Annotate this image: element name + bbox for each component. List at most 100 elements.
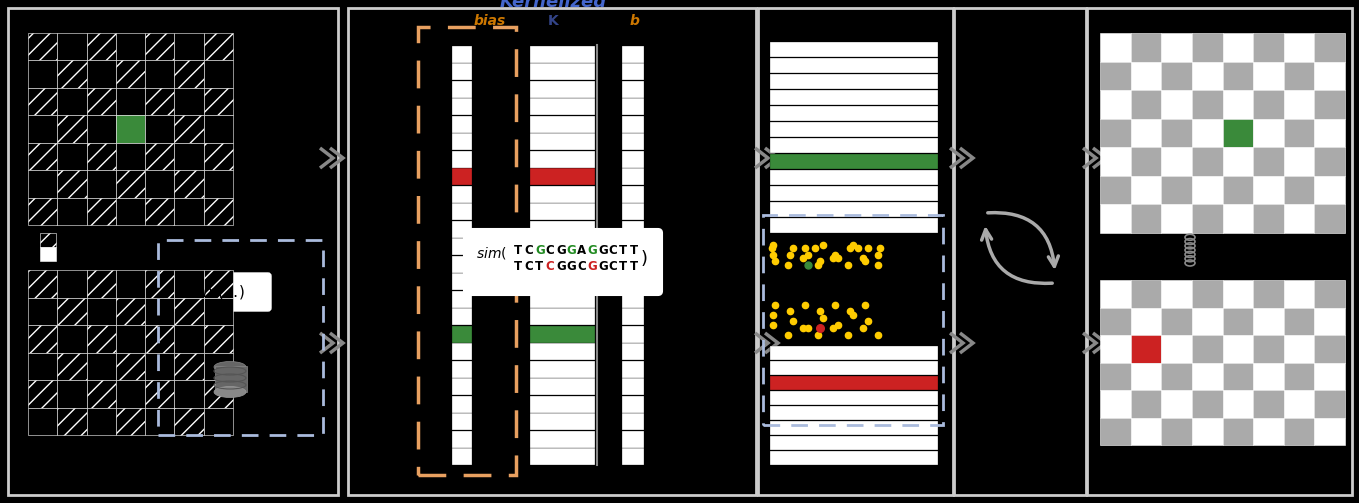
Bar [1099, 335, 1131, 363]
Bar [57, 143, 87, 170]
Bar [29, 380, 57, 407]
Bar [1131, 119, 1161, 147]
Bar [1284, 176, 1314, 204]
Text: K: K [548, 14, 559, 28]
Bar [530, 238, 595, 255]
Ellipse shape [213, 386, 246, 397]
Bar [530, 273, 595, 290]
Bar [1131, 176, 1161, 204]
Bar [1253, 147, 1284, 176]
Bar [530, 291, 595, 307]
Text: T: T [535, 261, 544, 274]
Bar [771, 106, 938, 121]
Bar [453, 378, 472, 395]
Bar [530, 395, 595, 412]
Bar [1087, 8, 1352, 495]
Bar [530, 361, 595, 377]
Bar [1314, 61, 1345, 90]
Bar [204, 88, 232, 115]
Bar [771, 390, 938, 405]
Text: $\mathit{sim}(\ldots)$: $\mathit{sim}(\ldots)$ [190, 283, 245, 301]
Bar [530, 80, 595, 98]
Bar [29, 198, 57, 225]
Bar [145, 33, 174, 60]
Bar [1314, 90, 1345, 119]
Bar [1253, 390, 1284, 417]
Bar [1284, 363, 1314, 390]
Bar [453, 186, 472, 203]
Bar [87, 33, 116, 60]
Bar [622, 133, 644, 150]
Bar [204, 33, 232, 60]
Bar [1223, 90, 1253, 119]
Text: C: C [525, 243, 533, 257]
Bar [622, 186, 644, 203]
Bar [1161, 204, 1192, 233]
Bar [1131, 204, 1161, 233]
FancyBboxPatch shape [463, 229, 662, 295]
Bar [39, 233, 56, 247]
Bar [116, 380, 145, 407]
Bar [57, 407, 87, 435]
Bar [1253, 417, 1284, 445]
Bar [57, 60, 87, 88]
Text: G: G [598, 243, 607, 257]
Bar [29, 60, 57, 88]
Bar [57, 88, 87, 115]
Bar [145, 198, 174, 225]
Bar [622, 413, 644, 430]
Bar [1192, 417, 1223, 445]
Bar [1192, 90, 1223, 119]
Bar [622, 361, 644, 377]
Bar [771, 170, 938, 185]
Bar [145, 407, 174, 435]
Bar [1131, 90, 1161, 119]
Bar [116, 353, 145, 380]
Bar [1131, 33, 1161, 61]
Bar [116, 407, 145, 435]
Bar [530, 45, 595, 62]
Bar [622, 203, 644, 220]
Bar [116, 88, 145, 115]
Bar [622, 168, 644, 185]
Bar [530, 98, 595, 115]
Bar [453, 150, 472, 167]
Bar [1223, 307, 1253, 335]
Bar [453, 325, 472, 343]
Text: T: T [514, 243, 522, 257]
Bar [1284, 90, 1314, 119]
Bar [1253, 363, 1284, 390]
Bar [145, 270, 174, 297]
Bar [530, 343, 595, 360]
Bar [39, 247, 56, 261]
Text: C: C [545, 243, 554, 257]
Bar [145, 60, 174, 88]
Bar [771, 42, 938, 57]
Bar [145, 353, 174, 380]
Bar [57, 297, 87, 325]
Bar [204, 325, 232, 353]
Bar [530, 168, 595, 185]
Bar [1099, 61, 1131, 90]
Bar [1314, 280, 1345, 307]
Bar [1223, 33, 1253, 61]
Bar [174, 407, 204, 435]
Bar [1161, 61, 1192, 90]
Text: C: C [525, 261, 533, 274]
Bar [453, 116, 472, 132]
Bar [1099, 390, 1131, 417]
Bar [1192, 204, 1223, 233]
Bar [1284, 417, 1314, 445]
Text: G: G [587, 243, 597, 257]
Bar [29, 270, 57, 297]
Text: G: G [567, 261, 576, 274]
Bar [622, 325, 644, 343]
Bar [57, 325, 87, 353]
Bar [1099, 417, 1131, 445]
Bar [1131, 147, 1161, 176]
Bar [29, 170, 57, 198]
Bar [1099, 280, 1131, 307]
Bar [622, 80, 644, 98]
Text: T: T [618, 261, 626, 274]
Bar [1253, 335, 1284, 363]
